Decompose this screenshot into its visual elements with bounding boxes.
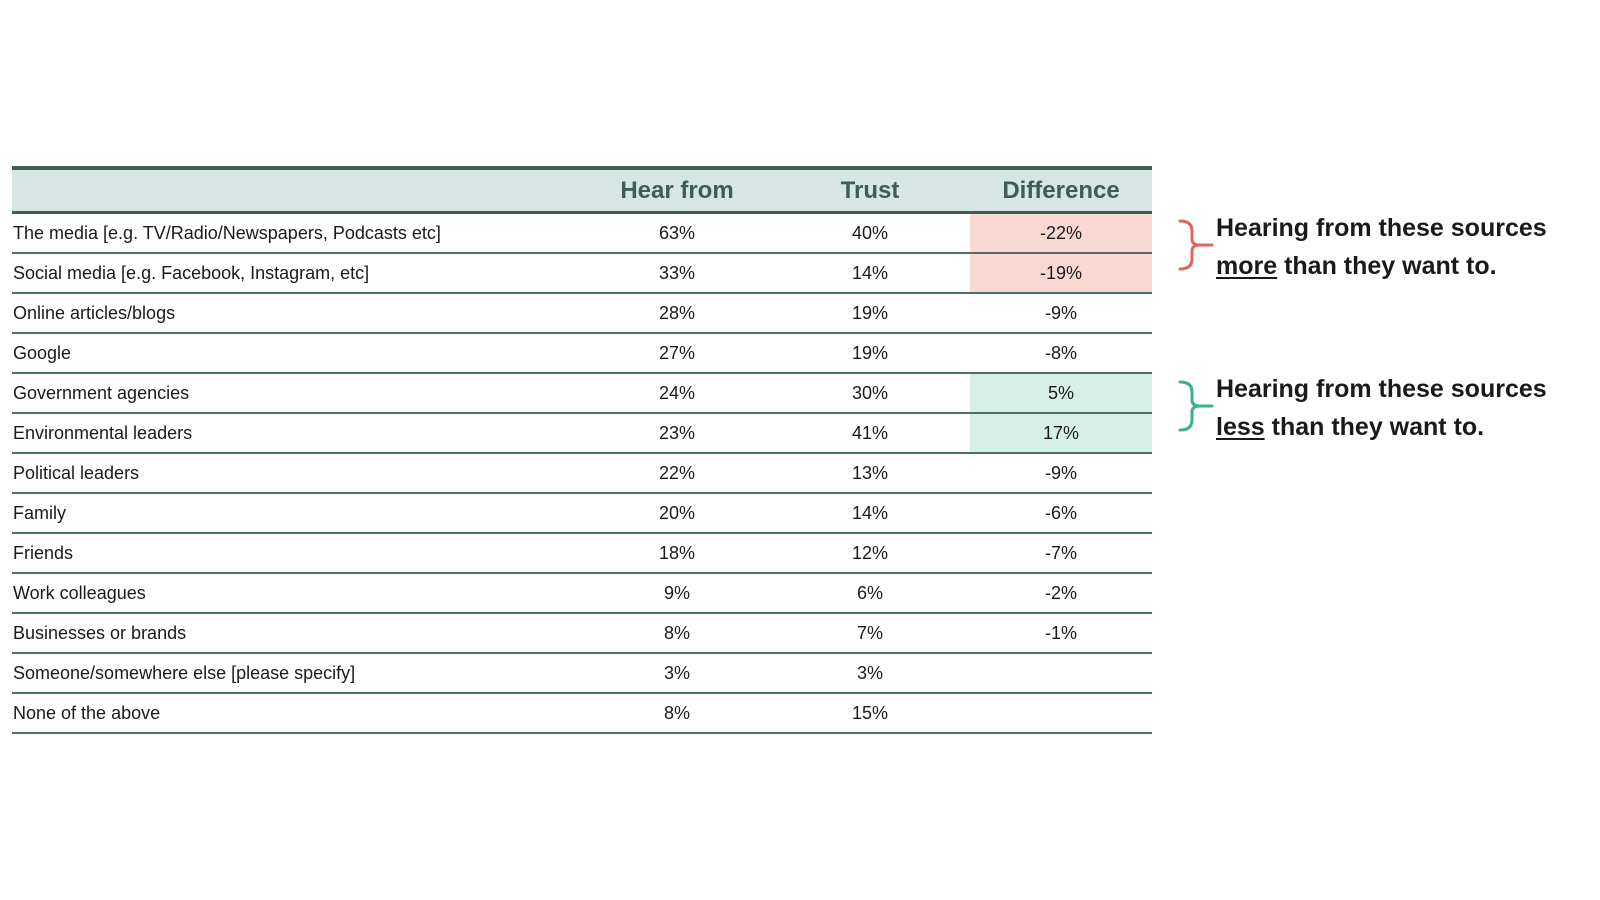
source-label-cell: Someone/somewhere else [please specify] <box>12 653 584 694</box>
header-difference: Difference <box>970 168 1152 214</box>
annotation-less-text: Hearing from these sources less than the… <box>1216 370 1547 446</box>
annotation-more-line2: more than they want to. <box>1216 247 1547 285</box>
difference-cell: -22% <box>970 212 1152 254</box>
source-label-cell: Family <box>12 493 584 534</box>
right-brace-red-icon <box>1178 219 1214 271</box>
source-label-cell: Online articles/blogs <box>12 293 584 334</box>
difference-cell: -19% <box>970 253 1152 294</box>
trust-cell: 13% <box>770 453 970 494</box>
header-hear-from: Hear from <box>584 168 770 214</box>
source-label-cell: Friends <box>12 533 584 574</box>
annotation-less-line2: less than they want to. <box>1216 408 1547 446</box>
header-trust: Trust <box>770 168 970 214</box>
table-row: Businesses or brands 8% 7% -1% <box>12 613 1152 654</box>
source-label-cell: Political leaders <box>12 453 584 494</box>
difference-cell: -8% <box>970 333 1152 374</box>
table-row: Social media [e.g. Facebook, Instagram, … <box>12 253 1152 294</box>
table-body: The media [e.g. TV/Radio/Newspapers, Pod… <box>12 212 1152 734</box>
trust-cell: 7% <box>770 613 970 654</box>
difference-cell <box>970 693 1152 734</box>
table-row: None of the above 8% 15% <box>12 693 1152 734</box>
trust-cell: 19% <box>770 293 970 334</box>
difference-cell: -7% <box>970 533 1152 574</box>
trust-cell: 14% <box>770 493 970 534</box>
table-row: Family 20% 14% -6% <box>12 493 1152 534</box>
difference-cell: 17% <box>970 413 1152 454</box>
difference-cell: -9% <box>970 453 1152 494</box>
hear-from-cell: 8% <box>584 613 770 654</box>
source-label-cell: Businesses or brands <box>12 613 584 654</box>
table-row: Friends 18% 12% -7% <box>12 533 1152 574</box>
source-label-cell: Google <box>12 333 584 374</box>
hear-from-cell: 18% <box>584 533 770 574</box>
hear-from-cell: 9% <box>584 573 770 614</box>
table-row: Someone/somewhere else [please specify] 3… <box>12 653 1152 694</box>
hear-from-cell: 20% <box>584 493 770 534</box>
trust-cell: 3% <box>770 653 970 694</box>
source-label-cell: Social media [e.g. Facebook, Instagram, … <box>12 253 584 294</box>
trust-cell: 15% <box>770 693 970 734</box>
table-header-row: Hear from Trust Difference <box>12 168 1152 214</box>
annotation-more-rest: than they want to. <box>1277 252 1497 280</box>
source-label-cell: Government agencies <box>12 373 584 414</box>
table-row: Government agencies 24% 30% 5% <box>12 373 1152 414</box>
hear-from-cell: 33% <box>584 253 770 294</box>
hear-from-cell: 8% <box>584 693 770 734</box>
table-row: Environmental leaders 23% 41% 17% <box>12 413 1152 454</box>
hear-from-cell: 28% <box>584 293 770 334</box>
right-brace-green-icon <box>1178 380 1214 432</box>
difference-cell: 5% <box>970 373 1152 414</box>
trust-cell: 19% <box>770 333 970 374</box>
header-source <box>12 168 584 214</box>
annotation-more-text: Hearing from these sources more than the… <box>1216 209 1547 285</box>
annotation-less-rest: than they want to. <box>1264 413 1485 441</box>
difference-cell <box>970 653 1152 694</box>
trust-cell: 30% <box>770 373 970 414</box>
table-row: Political leaders 22% 13% -9% <box>12 453 1152 494</box>
source-label-cell: Environmental leaders <box>12 413 584 454</box>
source-label-cell: None of the above <box>12 693 584 734</box>
trust-cell: 41% <box>770 413 970 454</box>
difference-cell: -9% <box>970 293 1152 334</box>
hear-from-cell: 23% <box>584 413 770 454</box>
hear-from-cell: 27% <box>584 333 770 374</box>
difference-cell: -2% <box>970 573 1152 614</box>
hear-from-cell: 24% <box>584 373 770 414</box>
table-row: Online articles/blogs 28% 19% -9% <box>12 293 1152 334</box>
table-row: Google 27% 19% -8% <box>12 333 1152 374</box>
annotation-less-emphasis: less <box>1216 413 1265 441</box>
difference-cell: -6% <box>970 493 1152 534</box>
trust-cell: 14% <box>770 253 970 294</box>
annotation-less-line1: Hearing from these sources <box>1216 375 1547 403</box>
hear-from-cell: 22% <box>584 453 770 494</box>
table-row: Work colleagues 9% 6% -2% <box>12 573 1152 614</box>
difference-cell: -1% <box>970 613 1152 654</box>
source-label-cell: The media [e.g. TV/Radio/Newspapers, Pod… <box>12 212 584 254</box>
source-label-cell: Work colleagues <box>12 573 584 614</box>
trust-cell: 12% <box>770 533 970 574</box>
sources-trust-table: Hear from Trust Difference The media [e.… <box>12 166 1152 734</box>
table-row: The media [e.g. TV/Radio/Newspapers, Pod… <box>12 212 1152 254</box>
annotation-more-emphasis: more <box>1216 252 1278 280</box>
trust-cell: 6% <box>770 573 970 614</box>
hear-from-cell: 63% <box>584 212 770 254</box>
hear-from-cell: 3% <box>584 653 770 694</box>
trust-cell: 40% <box>770 212 970 254</box>
annotation-more-line1: Hearing from these sources <box>1216 214 1547 242</box>
